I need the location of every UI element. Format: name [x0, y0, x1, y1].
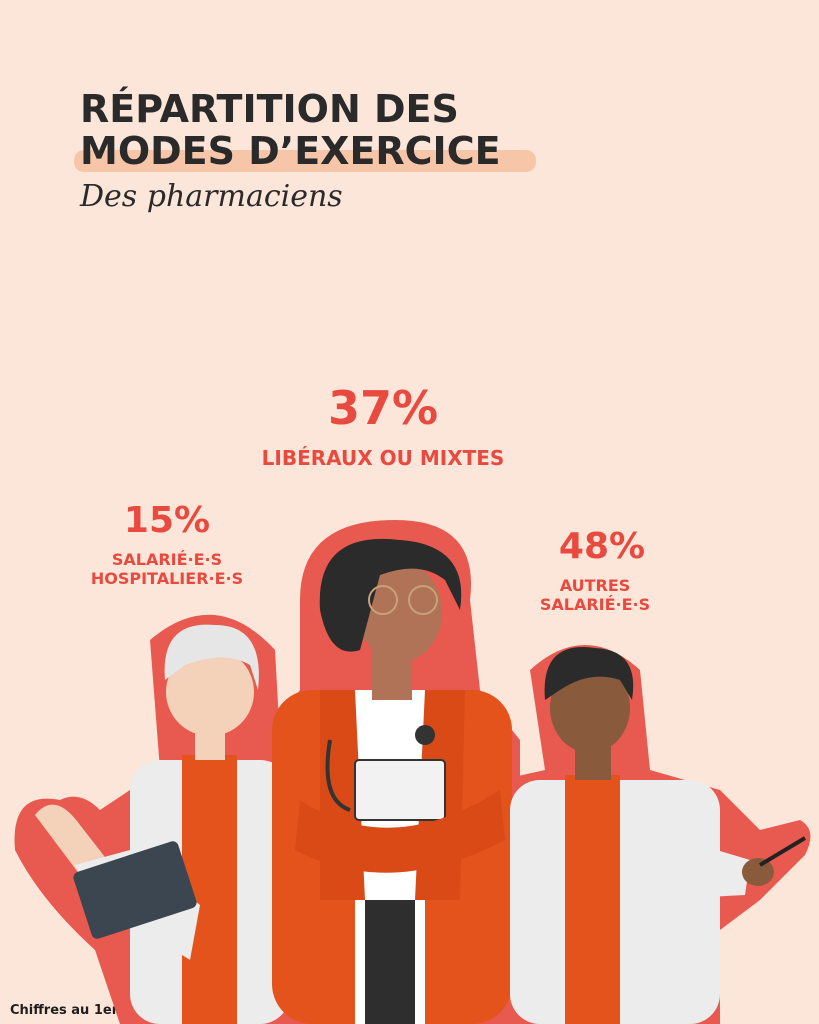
stat-value: 15%: [124, 500, 210, 541]
illustration: [14, 520, 811, 1024]
stat-label: AUTRES: [560, 576, 631, 595]
title-highlight: [74, 150, 536, 172]
stat-value: 37%: [328, 381, 438, 435]
stat-label: LIBÉRAUX OU MIXTES: [262, 446, 505, 470]
title: MODES D’EXERCICE: [80, 129, 501, 173]
stat-label: SALARIÉ·E·S: [540, 595, 650, 614]
subtitle: Des pharmaciens: [79, 179, 343, 214]
stat-label: HOSPITALIER·E·S: [91, 569, 243, 588]
stat-value: 48%: [559, 526, 645, 567]
title: RÉPARTITION DES: [80, 87, 459, 131]
stat-label: SALARIÉ·E·S: [112, 550, 222, 569]
